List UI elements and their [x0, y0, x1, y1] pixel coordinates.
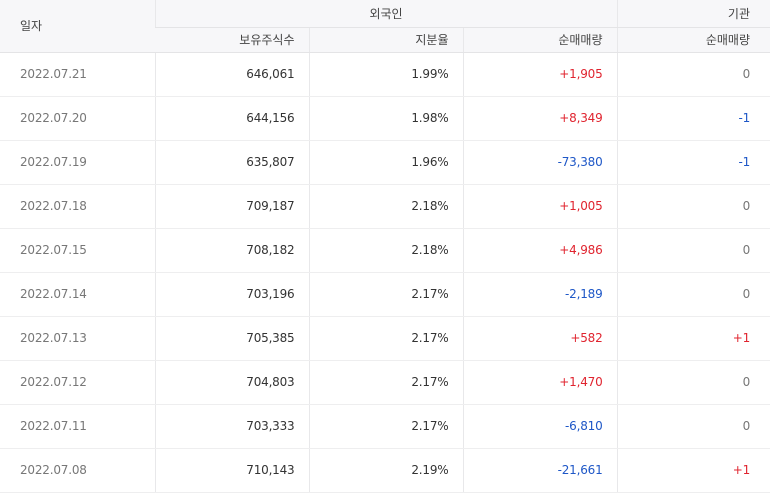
table-row: 2022.07.21 646,061 1.99% +1,905 0: [0, 52, 771, 97]
table-header: 일자 외국인 기관 보유주식수 지분율 순매매량 순매매량: [0, 0, 771, 53]
foreign-net-cell: +4,986: [462, 228, 618, 273]
foreign-net-cell: +1,005: [462, 184, 618, 229]
inst-net-cell: 0: [616, 272, 771, 317]
date-cell: 2022.07.18: [0, 184, 155, 229]
ratio-cell: 2.18%: [308, 228, 463, 273]
holdings-cell: 709,187: [154, 184, 309, 229]
foreign-net-cell: -6,810: [462, 404, 618, 449]
date-cell: 2022.07.14: [0, 272, 155, 317]
inst-net-cell: 0: [616, 228, 771, 273]
foreign-net-cell: +8,349: [462, 96, 618, 141]
foreign-net-cell: +1,470: [462, 360, 618, 405]
inst-net-cell: 0: [616, 404, 771, 449]
holdings-cell: 704,803: [154, 360, 309, 405]
inst-net-cell: +1: [616, 448, 771, 493]
date-cell: 2022.07.11: [0, 404, 155, 449]
inst-net-cell: -1: [616, 96, 771, 141]
ratio-cell: 2.17%: [308, 404, 463, 449]
inst-net-cell: -1: [616, 140, 771, 185]
ratio-cell: 1.96%: [308, 140, 463, 185]
ratio-cell: 2.19%: [308, 448, 463, 493]
holdings-cell: 644,156: [154, 96, 309, 141]
ratio-cell: 2.18%: [308, 184, 463, 229]
header-foreign-net: 순매매량: [462, 27, 618, 53]
holdings-cell: 703,333: [154, 404, 309, 449]
ratio-cell: 2.17%: [308, 360, 463, 405]
table-row: 2022.07.11 703,333 2.17% -6,810 0: [0, 404, 771, 449]
foreign-net-cell: -2,189: [462, 272, 618, 317]
inst-net-cell: +1: [616, 316, 771, 361]
ratio-cell: 2.17%: [308, 316, 463, 361]
table-row: 2022.07.20 644,156 1.98% +8,349 -1: [0, 96, 771, 141]
date-cell: 2022.07.13: [0, 316, 155, 361]
header-ratio: 지분율: [308, 27, 463, 53]
inst-net-cell: 0: [616, 184, 771, 229]
header-holdings: 보유주식수: [155, 27, 309, 53]
date-cell: 2022.07.12: [0, 360, 155, 405]
date-cell: 2022.07.19: [0, 140, 155, 185]
holdings-cell: 708,182: [154, 228, 309, 273]
foreign-net-cell: +582: [462, 316, 618, 361]
header-date: 일자: [0, 0, 155, 53]
date-cell: 2022.07.21: [0, 52, 155, 97]
inst-net-cell: 0: [616, 52, 771, 97]
date-cell: 2022.07.15: [0, 228, 155, 273]
header-inst-net: 순매매량: [616, 27, 771, 53]
holdings-cell: 705,385: [154, 316, 309, 361]
table-row: 2022.07.19 635,807 1.96% -73,380 -1: [0, 140, 771, 185]
table-row: 2022.07.13 705,385 2.17% +582 +1: [0, 316, 771, 361]
table-row: 2022.07.08 710,143 2.19% -21,661 +1: [0, 448, 771, 493]
inst-net-cell: 0: [616, 360, 771, 405]
table-row: 2022.07.12 704,803 2.17% +1,470 0: [0, 360, 771, 405]
holdings-cell: 646,061: [154, 52, 309, 97]
header-institution: 기관: [616, 0, 771, 28]
table-body: 2022.07.21 646,061 1.99% +1,905 0 2022.07.20 6…: [0, 52, 771, 493]
header-foreign: 외국인: [154, 0, 618, 28]
holdings-cell: 703,196: [154, 272, 309, 317]
foreign-net-cell: -73,380: [462, 140, 618, 185]
table-row: 2022.07.18 709,187 2.18% +1,005 0: [0, 184, 771, 229]
table-row: 2022.07.14 703,196 2.17% -2,189 0: [0, 272, 771, 317]
date-cell: 2022.07.20: [0, 96, 155, 141]
ratio-cell: 2.17%: [308, 272, 463, 317]
foreign-net-cell: -21,661: [462, 448, 618, 493]
ratio-cell: 1.99%: [308, 52, 463, 97]
holdings-cell: 635,807: [154, 140, 309, 185]
table-row: 2022.07.15 708,182 2.18% +4,986 0: [0, 228, 771, 273]
ratio-cell: 1.98%: [308, 96, 463, 141]
foreign-net-cell: +1,905: [462, 52, 618, 97]
date-cell: 2022.07.08: [0, 448, 155, 493]
holdings-cell: 710,143: [154, 448, 309, 493]
